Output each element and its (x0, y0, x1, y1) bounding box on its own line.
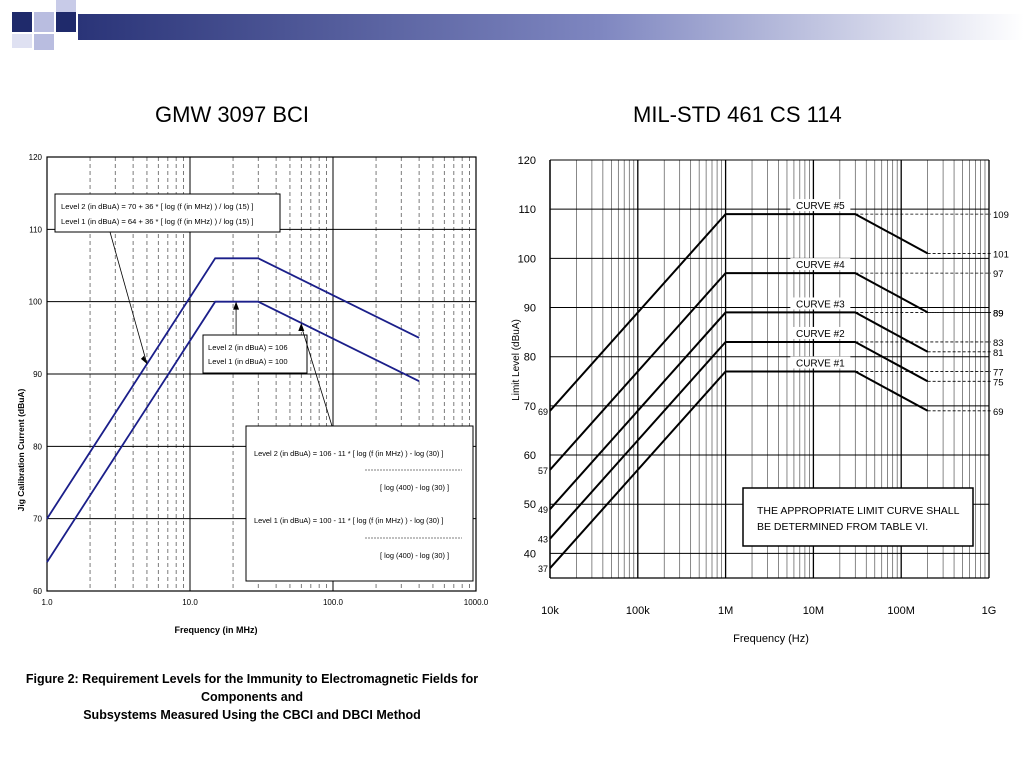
milstd-cs114-chart: 40 50 60 70 80 90 100 110 120 10k 100k 1M 10M 100M 1G 6… (511, 155, 1009, 645)
left-value-label: 37 (538, 564, 548, 574)
series-line-level-1 (46, 300, 420, 563)
y-tick-label: 100 (518, 253, 536, 265)
y-tick-label: 100 (29, 298, 43, 307)
annotation-box-3 (245, 425, 474, 582)
figure-caption: Figure 2: Requirement Levels for the Imm… (22, 670, 482, 724)
right-value-label: 101 (993, 249, 1009, 260)
annotation-text: Level 1 (in dBuA) = 64 + 36 * [ log (f (… (61, 217, 253, 226)
right-value-label: 89 (993, 308, 1004, 319)
right-value-label: 97 (993, 269, 1004, 280)
axis-ticks: 60 70 80 90 100 110 120 1.0 10.0 100.0 1000.0 (29, 153, 489, 607)
x-tick-label: 10M (803, 605, 824, 617)
series-line-curve-3 (549, 311, 929, 510)
annotation-text: [ log (400) - log (30) ] (380, 551, 449, 560)
y-tick-label: 90 (524, 303, 536, 315)
curve-label-bg (790, 199, 851, 212)
axis-ticks: 40 50 60 70 80 90 100 110 120 10k 100k 1M 10M 100M 1G 6… (518, 155, 997, 617)
series-line-curve-2 (549, 341, 929, 540)
curve-label-bg (790, 356, 851, 369)
curve-label: CURVE #1 (796, 358, 845, 369)
right-value-label: 109 (993, 210, 1009, 221)
curve-label: CURVE #3 (796, 299, 845, 310)
curve-label: CURVE #2 (796, 329, 845, 340)
y-tick-label: 70 (33, 515, 42, 524)
plot-frame (46, 156, 477, 592)
y-tick-label: 60 (524, 450, 536, 462)
curve-label-bg (790, 258, 851, 271)
annotation-box-1 (54, 193, 281, 233)
note-text: THE APPROPRIATE LIMIT CURVE SHALL (757, 505, 960, 517)
curve-label-bg (790, 297, 851, 310)
chart-title-right: MIL-STD 461 CS 114 (633, 102, 842, 127)
y-tick-label: 80 (524, 352, 536, 364)
annotation-arrow (109, 231, 148, 365)
annotations: Level 2 (in dBuA) = 70 + 36 * [ log (f (… (54, 193, 474, 582)
annotation-text: [ log (400) - log (30) ] (380, 483, 449, 492)
x-axis-label: Frequency (Hz) (733, 633, 809, 645)
annotation-box-2 (202, 334, 308, 374)
annotation-text: Level 1 (in dBuA) = 100 (208, 357, 288, 366)
annotation-text: Level 2 (in dBuA) = 106 - 11 * [ log (f … (254, 449, 443, 458)
left-value-label: 43 (538, 535, 548, 545)
left-value-label: 69 (538, 407, 548, 417)
arrow-head (140, 355, 147, 364)
chart-title-left: GMW 3097 BCI (155, 102, 310, 127)
caption-line-2: Subsystems Measured Using the CBCI and D… (83, 708, 421, 722)
x-tick-label: 100M (887, 605, 915, 617)
annotation-text: Level 2 (in dBuA) = 106 (208, 343, 288, 352)
arrow-head (233, 301, 240, 310)
series-line-level-2 (46, 257, 420, 520)
series-lines (46, 257, 420, 563)
right-value-label: 69 (993, 407, 1004, 418)
annotation-text: Level 1 (in dBuA) = 100 - 11 * [ log (f … (254, 516, 443, 525)
curve-label-bg (790, 326, 851, 339)
x-tick-label: 1M (718, 605, 733, 617)
left-value-label: 49 (538, 505, 548, 515)
series-line-curve-5 (549, 213, 929, 412)
series-line-curve-4 (549, 272, 929, 471)
curve-label: CURVE #4 (796, 260, 845, 271)
y-tick-label: 50 (524, 499, 536, 511)
x-tick-label: 100.0 (323, 598, 344, 607)
y-axis-label: Limit Level (dBuA) (511, 319, 522, 401)
series-line-curve-1 (549, 370, 929, 569)
right-value-label: 83 (993, 338, 1004, 349)
y-tick-label: 60 (33, 587, 42, 596)
y-tick-label: 110 (29, 225, 42, 234)
y-tick-label: 70 (524, 401, 536, 413)
x-tick-label: 1.0 (41, 598, 53, 607)
caption-line-1: Figure 2: Requirement Levels for the Imm… (25, 672, 479, 704)
y-tick-label: 80 (33, 442, 42, 451)
y-tick-label: 110 (518, 204, 536, 216)
curve-label: CURVE #5 (796, 201, 845, 212)
y-tick-label: 120 (29, 153, 43, 162)
y-tick-label: 40 (524, 548, 536, 560)
x-tick-label: 10.0 (182, 598, 198, 607)
x-tick-label: 10k (541, 605, 559, 617)
gmw-bci-chart: 60 70 80 90 100 110 120 1.0 10.0 100.0 1000.0 Leve… (16, 153, 489, 635)
y-tick-label: 90 (33, 370, 42, 379)
x-tick-label: 100k (626, 605, 650, 617)
x-tick-label: 1G (982, 605, 997, 617)
right-value-label: 75 (993, 377, 1004, 388)
y-tick-label: 120 (518, 155, 536, 167)
note-box (742, 487, 974, 547)
left-value-label: 57 (538, 466, 548, 476)
x-tick-label: 1000.0 (464, 598, 489, 607)
x-axis-label: Frequency (in MHz) (174, 625, 257, 635)
annotation-text: Level 2 (in dBuA) = 70 + 36 * [ log (f (… (61, 202, 253, 211)
note-text: BE DETERMINED FROM TABLE VI. (757, 521, 928, 533)
right-value-label: 77 (993, 367, 1004, 378)
header-decoration (12, 0, 1024, 50)
arrow-head (298, 322, 305, 331)
annotation-arrow (300, 325, 333, 427)
series-lines (549, 213, 929, 569)
right-value-label: 81 (993, 348, 1004, 359)
y-axis-label: Jig Calibration Current (dBuA) (16, 388, 26, 511)
right-value-label: 89 (993, 308, 1004, 319)
